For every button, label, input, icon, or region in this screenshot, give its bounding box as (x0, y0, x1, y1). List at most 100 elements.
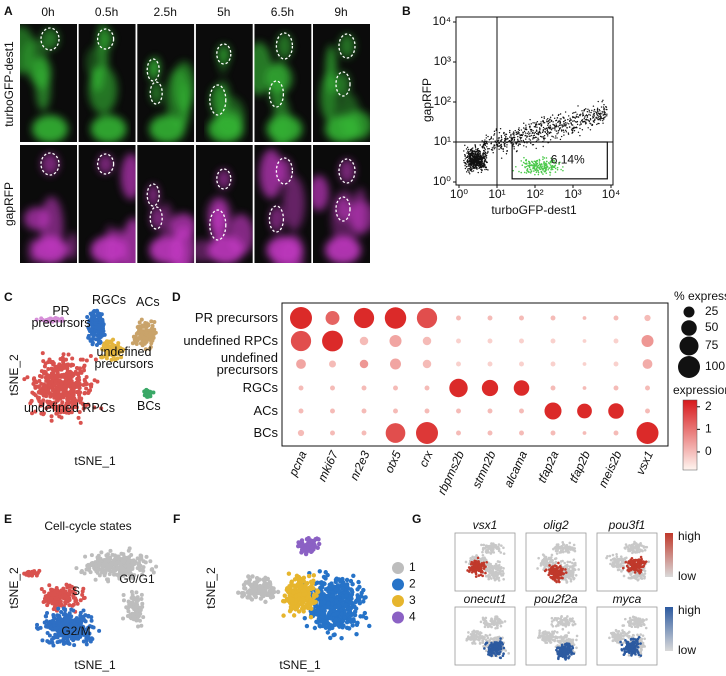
event-point (560, 113, 561, 114)
gated-point (534, 161, 536, 163)
gated-point (540, 169, 542, 171)
event-point (529, 119, 530, 120)
cell-point (500, 573, 503, 576)
event-point (597, 109, 598, 110)
event-point (552, 114, 553, 115)
gated-point (527, 168, 529, 170)
event-point (514, 148, 515, 149)
event-point (558, 114, 559, 115)
cell-point (30, 391, 34, 395)
event-point (478, 151, 479, 152)
event-point (552, 128, 553, 129)
event-point (463, 160, 464, 161)
event-point (510, 134, 511, 135)
size-legend-dot (681, 320, 697, 336)
expression-dot (362, 386, 367, 391)
cell-point (493, 565, 496, 568)
event-point (525, 135, 526, 136)
event-point (587, 115, 588, 116)
event-point (598, 116, 599, 117)
gated-point (554, 167, 556, 169)
cell-point (483, 564, 486, 567)
expression-dot (393, 409, 398, 414)
cell-point (82, 391, 86, 395)
gene-label: vsx1 (633, 449, 656, 477)
expression-dot (519, 362, 524, 367)
event-point (549, 119, 550, 120)
expression-dot (482, 380, 498, 396)
cell-point (469, 567, 472, 570)
event-point (547, 121, 548, 122)
cell-point (48, 393, 52, 397)
expression-dot (644, 315, 650, 321)
event-point (601, 113, 602, 114)
gated-point (542, 159, 544, 161)
cell-point (44, 624, 48, 628)
cell-point (494, 573, 497, 576)
event-point (472, 161, 473, 162)
event-point (528, 124, 529, 125)
cell-point (47, 640, 51, 644)
cell-point (154, 331, 158, 335)
cell-point (470, 563, 473, 566)
cell-point (93, 322, 97, 326)
cell-point (51, 613, 55, 617)
event-point (470, 154, 471, 155)
event-point (472, 159, 473, 160)
gene-label: alcama (501, 448, 530, 489)
event-point (575, 127, 576, 128)
cell-point (303, 616, 307, 620)
expression-dot (614, 339, 619, 344)
event-point (466, 171, 467, 172)
event-point (475, 167, 476, 168)
event-point (578, 132, 579, 133)
cell-point (122, 598, 126, 602)
cell-point (503, 552, 506, 555)
event-point (532, 130, 533, 131)
cell-point (76, 602, 80, 606)
cell-point (502, 578, 505, 581)
cell-point (485, 545, 488, 548)
cell-point (134, 340, 138, 344)
cell-point (497, 571, 500, 574)
cell-point (49, 588, 53, 592)
event-point (493, 134, 494, 135)
colorbar-label: 0 (705, 444, 712, 458)
cell-point (326, 630, 330, 634)
event-point (552, 124, 553, 125)
event-point (480, 159, 481, 160)
expression-dot (296, 359, 306, 369)
event-point (467, 151, 468, 152)
event-point (599, 114, 600, 115)
cell-point (498, 561, 501, 564)
timelapse-image (79, 145, 145, 282)
cell-glow (91, 236, 127, 264)
cell-point (568, 546, 571, 549)
cell-point (130, 596, 134, 600)
expression-dot (386, 423, 406, 443)
cell-point (569, 572, 572, 575)
cell-point (72, 643, 76, 647)
cell-point (297, 592, 301, 596)
cell-point (87, 568, 91, 572)
cell-point (551, 559, 554, 562)
gated-point (537, 160, 539, 162)
cell-point (69, 608, 73, 612)
event-point (519, 137, 520, 138)
expression-dot (519, 431, 524, 436)
feature-plot (536, 541, 580, 584)
cell-point (145, 555, 149, 559)
event-point (550, 126, 551, 127)
cell-point (133, 606, 137, 610)
event-point (464, 162, 465, 163)
event-point (603, 106, 604, 107)
event-point (560, 118, 561, 119)
event-point (546, 119, 547, 120)
event-point (497, 145, 498, 146)
cell-point (30, 572, 34, 576)
event-point (499, 132, 500, 133)
event-point (484, 153, 485, 154)
cell-point (311, 581, 315, 585)
event-point (486, 157, 487, 158)
cell-point (139, 624, 143, 628)
